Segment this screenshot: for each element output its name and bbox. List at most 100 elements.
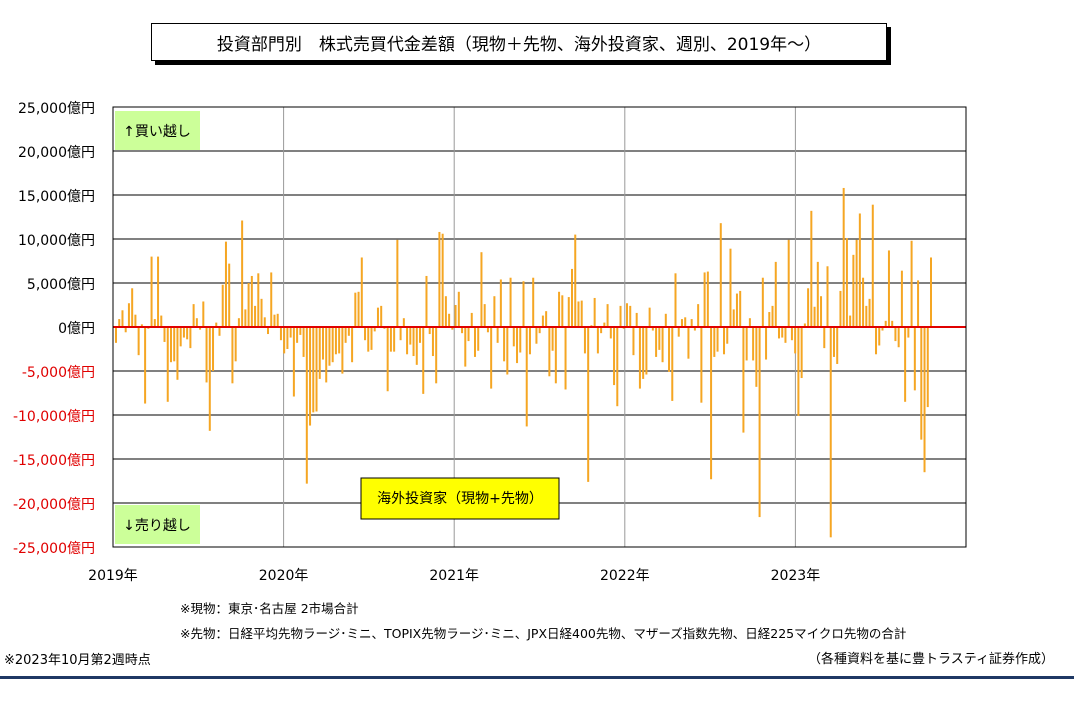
bar <box>868 298 871 327</box>
bar <box>477 327 480 351</box>
bar <box>121 310 124 327</box>
bar <box>509 277 512 327</box>
bar <box>512 327 515 347</box>
bar <box>668 327 671 372</box>
bar <box>875 327 878 355</box>
bar <box>929 257 933 327</box>
bar <box>596 327 599 354</box>
bar <box>561 295 564 327</box>
bar <box>163 327 166 342</box>
bar <box>425 275 428 327</box>
bar <box>625 303 628 327</box>
bar <box>671 327 674 401</box>
bar <box>318 327 321 379</box>
bar <box>567 297 570 327</box>
bar <box>826 266 829 327</box>
bar <box>680 319 683 327</box>
y-tick-label: 20,000億円 <box>18 145 95 161</box>
bar <box>195 318 198 327</box>
bar <box>807 288 810 327</box>
buy-annotation: ↑買い越し <box>123 124 191 140</box>
bar <box>289 327 292 338</box>
bar <box>648 307 651 327</box>
bar <box>603 322 606 327</box>
bar <box>554 327 557 384</box>
bar <box>354 292 357 327</box>
bar <box>693 327 696 331</box>
bar <box>309 327 312 426</box>
y-tick-label: -20,000億円 <box>13 497 95 513</box>
x-tick-label: 2019年 <box>88 568 138 584</box>
bar <box>677 327 680 337</box>
bar <box>328 327 331 366</box>
bar <box>267 327 270 335</box>
bar <box>341 327 344 374</box>
bar <box>587 327 590 482</box>
bar <box>516 327 519 364</box>
bar <box>273 314 276 327</box>
bar <box>202 301 205 327</box>
bar <box>606 304 609 327</box>
bar <box>234 327 237 362</box>
bar <box>406 327 409 355</box>
bar <box>758 327 761 518</box>
bar <box>503 327 506 362</box>
bar <box>664 313 667 327</box>
bar <box>593 297 596 327</box>
bar <box>415 327 418 365</box>
bar <box>496 327 499 343</box>
bar <box>674 273 677 327</box>
bar <box>276 313 279 327</box>
bar <box>613 327 616 386</box>
bar <box>865 305 868 327</box>
bar <box>402 318 405 327</box>
bar <box>619 305 622 327</box>
bar <box>571 268 574 327</box>
bar <box>551 327 554 351</box>
bar <box>338 327 341 354</box>
bar <box>564 327 567 390</box>
bar <box>189 327 192 349</box>
bar <box>748 318 751 327</box>
bar <box>813 306 816 327</box>
bar <box>247 283 250 327</box>
bar <box>461 327 464 334</box>
bar <box>221 284 224 327</box>
bar <box>127 303 130 327</box>
bar <box>849 315 852 327</box>
bar <box>250 275 253 327</box>
buy-annotation-box <box>115 111 200 150</box>
bar <box>706 271 709 327</box>
bar <box>260 298 263 327</box>
bar <box>325 327 328 383</box>
bar <box>609 327 612 339</box>
bar <box>777 327 780 339</box>
bar <box>862 277 865 327</box>
bar <box>176 327 179 380</box>
bar <box>583 327 586 354</box>
bar <box>451 327 454 330</box>
y-tick-label: -5,000億円 <box>22 365 95 381</box>
bar <box>448 313 451 327</box>
bar <box>305 327 308 484</box>
bar <box>254 305 257 327</box>
bar <box>376 307 379 327</box>
chart-title: 投資部門別 株式売買代金差額（現物＋先物、海外投資家、週別、2019年～） <box>151 23 887 61</box>
bar <box>538 327 541 334</box>
bar <box>858 213 861 327</box>
bar <box>231 327 234 384</box>
bar <box>690 319 693 327</box>
bar <box>140 324 143 327</box>
bar <box>735 293 738 327</box>
bar <box>312 327 315 413</box>
bar <box>334 327 337 355</box>
bar <box>428 327 431 335</box>
bar <box>917 280 920 327</box>
bar <box>881 327 884 331</box>
bar <box>166 327 169 402</box>
bar <box>829 327 832 538</box>
bar <box>816 261 819 327</box>
bar <box>144 327 147 404</box>
bar <box>642 327 645 379</box>
bar <box>519 327 522 353</box>
